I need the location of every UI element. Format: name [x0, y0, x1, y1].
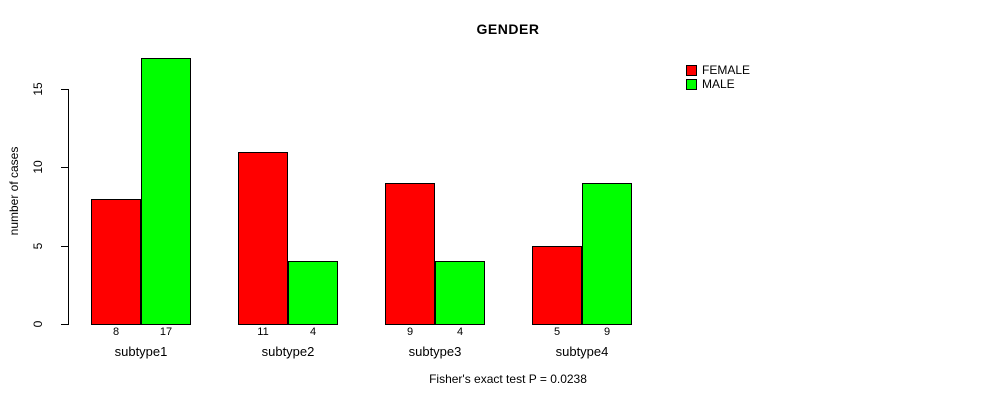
bar-male-subtype3	[435, 261, 485, 325]
x-category-label: subtype2	[261, 344, 315, 359]
stat-note: Fisher's exact test P = 0.0238	[429, 372, 587, 386]
bar-female-subtype1	[91, 199, 141, 325]
bar-value-label: 4	[456, 326, 464, 338]
bar-value-label: 4	[309, 326, 317, 338]
female-color-swatch	[686, 64, 697, 76]
bar-female-subtype3	[385, 183, 435, 325]
y-tick	[61, 167, 68, 168]
bar-value-label: 17	[159, 326, 173, 338]
y-axis-label: number of cases	[7, 146, 21, 236]
bar-value-label: 11	[257, 326, 269, 338]
x-category-label: subtype4	[555, 344, 609, 359]
y-tick	[61, 324, 68, 325]
legend-label-male: MALE	[702, 77, 735, 91]
y-tick	[61, 246, 68, 247]
bar-value-label: 9	[603, 326, 611, 338]
x-category-label: subtype3	[408, 344, 462, 359]
bar-male-subtype4	[582, 183, 632, 325]
bar-male-subtype2	[288, 261, 338, 325]
chart-title: GENDER	[476, 21, 540, 37]
bar-value-label: 9	[406, 326, 414, 338]
y-tick-label: 10	[31, 160, 45, 174]
bar-value-label: 8	[112, 326, 120, 338]
male-color-swatch	[686, 78, 697, 90]
y-tick	[61, 89, 68, 90]
legend: FEMALE MALE	[686, 63, 750, 91]
legend-item-female: FEMALE	[686, 63, 750, 77]
bar-male-subtype1	[141, 58, 191, 325]
bar-female-subtype4	[532, 246, 582, 325]
y-axis-line	[68, 89, 69, 325]
legend-item-male: MALE	[686, 77, 750, 91]
y-tick-label: 5	[31, 242, 45, 250]
x-category-label: subtype1	[114, 344, 168, 359]
y-tick-label: 0	[31, 320, 45, 328]
bar-value-label: 5	[553, 326, 561, 338]
bar-female-subtype2	[238, 152, 288, 325]
y-tick-label: 15	[31, 82, 45, 96]
legend-label-female: FEMALE	[702, 63, 751, 77]
